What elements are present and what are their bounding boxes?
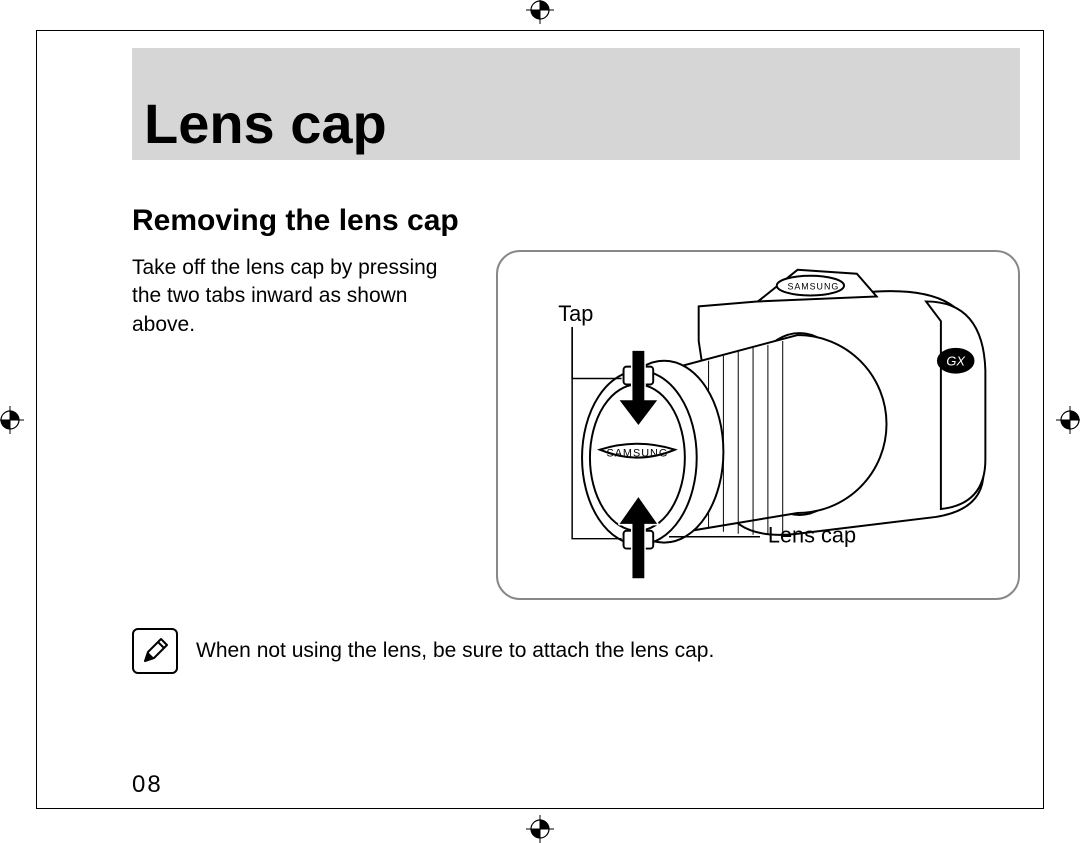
- registration-mark-top: [526, 0, 554, 24]
- figure-label-tap: Tap: [558, 301, 593, 326]
- instruction-row: Take off the lens cap by pressing the tw…: [132, 250, 1020, 600]
- note-text: When not using the lens, be sure to atta…: [196, 639, 714, 663]
- figure-label-lenscap: Lens cap: [768, 523, 856, 548]
- page-number: 08: [132, 771, 163, 799]
- brand-body-text: SAMSUNG: [787, 282, 839, 292]
- brand-cap-text: SAMSUNG: [606, 448, 668, 460]
- pencil-note-icon: [132, 628, 178, 674]
- note-row: When not using the lens, be sure to atta…: [132, 628, 1020, 674]
- registration-mark-left: [0, 406, 24, 434]
- camera-figure: GX SAMSUNG: [496, 250, 1020, 600]
- title-band: Lens cap: [132, 48, 1020, 160]
- page-title: Lens cap: [144, 91, 387, 156]
- content-area: Lens cap Removing the lens cap Take off …: [132, 48, 1020, 799]
- section-subtitle: Removing the lens cap: [132, 204, 1020, 238]
- instruction-text: Take off the lens cap by pressing the tw…: [132, 254, 472, 600]
- registration-mark-right: [1056, 406, 1080, 434]
- model-badge-text: GX: [946, 354, 965, 369]
